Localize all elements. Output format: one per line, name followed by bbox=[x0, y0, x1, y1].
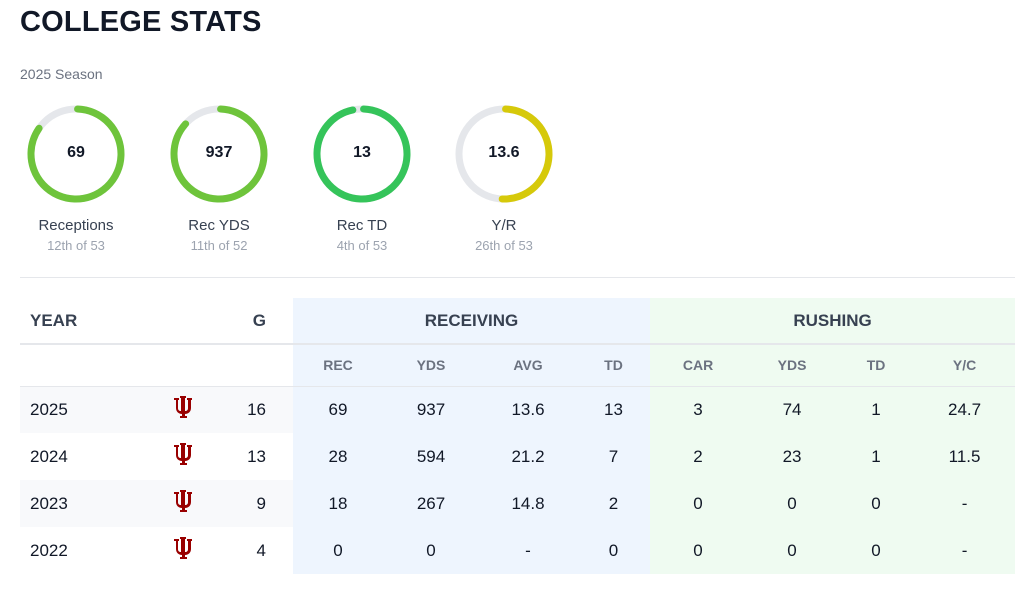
subheader-rec: REC bbox=[293, 344, 383, 387]
stat-cell: 28 bbox=[293, 433, 383, 480]
stat-cell: 0 bbox=[383, 527, 479, 574]
ring-label: Rec TD bbox=[336, 217, 388, 234]
year-cell: 2022 bbox=[30, 540, 68, 560]
ring-fill bbox=[27, 105, 125, 203]
ring-label: Rec YDS bbox=[188, 217, 250, 234]
stat-cell: 0 bbox=[838, 480, 915, 527]
progress-ring-icon bbox=[455, 105, 553, 203]
subheader-yc: Y/C bbox=[914, 344, 1016, 387]
stat-cell: 0 bbox=[746, 480, 839, 527]
stat-cell: 23 bbox=[746, 433, 839, 480]
progress-ring-icon bbox=[27, 105, 125, 203]
ring-rank: 11th of 52 bbox=[190, 238, 248, 253]
ring-fill bbox=[170, 105, 268, 203]
ring-fill bbox=[455, 105, 553, 203]
indiana-logo-icon bbox=[173, 443, 192, 465]
stat-cell: 267 bbox=[383, 480, 479, 527]
year-cell: 2023 bbox=[20, 480, 150, 527]
subheader-yds: YDS bbox=[746, 344, 839, 387]
games-cell: 4 bbox=[256, 540, 266, 560]
ring-value: 69 bbox=[67, 144, 85, 161]
progress-ring-icon bbox=[313, 105, 411, 203]
ring-fill bbox=[313, 105, 411, 203]
ring-label: Receptions bbox=[38, 217, 114, 234]
stat-ring-y-r: 13.6 Y/R 26th of 53 bbox=[454, 104, 554, 253]
stat-cell: 0 bbox=[746, 527, 839, 574]
stat-cell: 2 bbox=[650, 433, 747, 480]
stat-cell: 3 bbox=[650, 386, 747, 433]
games-cell: 13 bbox=[247, 446, 266, 466]
stat-cell: 13 bbox=[577, 386, 651, 433]
indiana-logo-icon bbox=[173, 490, 192, 512]
divider bbox=[20, 277, 1015, 278]
page-title: COLLEGE STATS bbox=[20, 6, 262, 38]
indiana-logo-icon bbox=[173, 396, 192, 419]
stat-cell: 13.6 bbox=[479, 386, 577, 433]
stat-cell: 594 bbox=[383, 433, 479, 480]
stat-cell: - bbox=[479, 527, 577, 574]
subheader-car: CAR bbox=[650, 344, 747, 387]
games-cell: 9 bbox=[215, 480, 293, 527]
ring-value: 937 bbox=[205, 144, 233, 161]
stat-cell: 0 bbox=[650, 527, 747, 574]
stat-ring-rec-td: 13 Rec TD 4th of 53 bbox=[312, 104, 412, 253]
games-cell: 16 bbox=[215, 386, 293, 433]
stat-cell: 0 bbox=[650, 480, 747, 527]
receiving-header: RECEIVING bbox=[293, 298, 651, 345]
table-row: 2022 4 0 0-0 0 0 0- bbox=[20, 527, 1016, 574]
subheader-td: TD bbox=[577, 344, 651, 387]
ring-label: Y/R bbox=[491, 217, 517, 234]
games-header: G bbox=[215, 298, 293, 345]
stat-cell: 1 bbox=[838, 433, 915, 480]
stat-ring-rec-yds: 937 Rec YDS 11th of 52 bbox=[169, 104, 269, 253]
stat-cell: - bbox=[914, 527, 1016, 574]
table-row: 2024 13 28 594 21.2 7 2 23 1 11.5 bbox=[20, 433, 1016, 480]
stat-cell: 21.2 bbox=[479, 433, 577, 480]
stat-cell: 7 bbox=[577, 433, 651, 480]
stat-cell: 11.5 bbox=[914, 433, 1016, 480]
year-cell: 2024 bbox=[30, 446, 68, 466]
stat-cell: 0 bbox=[293, 527, 383, 574]
year-cell: 2025 bbox=[20, 386, 150, 433]
ring-value: 13 bbox=[353, 144, 371, 161]
stat-cell: 937 bbox=[383, 386, 479, 433]
table-row: 2025 16 69 937 13.6 13 3 74 1 24.7 bbox=[20, 386, 1016, 433]
stat-cell: 1 bbox=[838, 386, 915, 433]
progress-ring-icon bbox=[170, 105, 268, 203]
team-logo bbox=[150, 527, 215, 574]
rushing-header: RUSHING bbox=[650, 298, 1016, 345]
ring-rank: 4th of 53 bbox=[336, 238, 388, 253]
table-row: 2023 9 18 267 14.8 2 0 0 0- bbox=[20, 480, 1016, 527]
stat-cell: 0 bbox=[577, 527, 651, 574]
stat-cell: 24.7 bbox=[914, 386, 1016, 433]
ring-value: 13.6 bbox=[488, 144, 520, 161]
subheader-td: TD bbox=[838, 344, 915, 387]
stats-table: YEAR G RECEIVING RUSHING REC YDS AVG TD CAR Y… bbox=[20, 298, 1016, 574]
stat-cell: 74 bbox=[746, 386, 839, 433]
season-label: 2025 Season bbox=[20, 66, 103, 82]
team-logo bbox=[150, 433, 215, 480]
ring-rank: 12th of 53 bbox=[47, 238, 105, 253]
team-logo bbox=[150, 386, 215, 433]
stat-cell: 69 bbox=[293, 386, 383, 433]
stat-cell: 0 bbox=[838, 527, 915, 574]
stat-ring-receptions: 69 Receptions 12th of 53 bbox=[26, 104, 126, 253]
ring-rank: 26th of 53 bbox=[475, 238, 533, 253]
stat-cell: 2 bbox=[577, 480, 651, 527]
stat-cell: - bbox=[914, 480, 1016, 527]
team-logo bbox=[150, 480, 215, 527]
stat-cell: 14.8 bbox=[479, 480, 577, 527]
subheader-avg: AVG bbox=[479, 344, 577, 387]
subheader-yds: YDS bbox=[383, 344, 479, 387]
stat-cell: 18 bbox=[293, 480, 383, 527]
indiana-logo-icon bbox=[173, 537, 192, 559]
year-header: YEAR bbox=[20, 298, 150, 345]
